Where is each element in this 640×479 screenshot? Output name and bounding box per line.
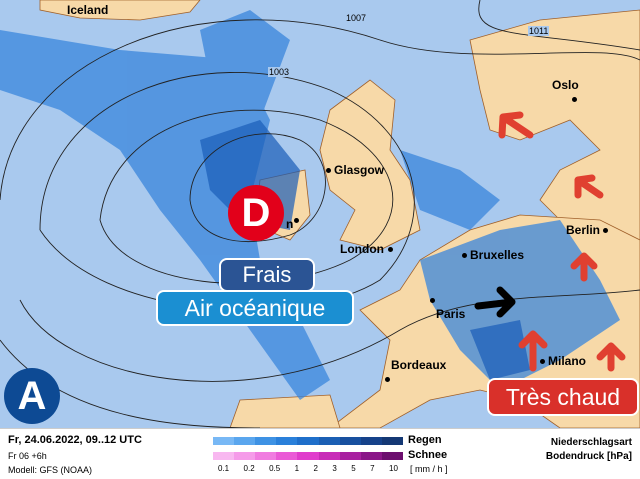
scale-swatch <box>255 437 277 445</box>
city-label: Bordeaux <box>385 358 446 386</box>
city-label: Milano <box>540 354 586 368</box>
low-pressure-marker: D <box>228 185 284 241</box>
high-pressure-marker: A <box>4 368 60 424</box>
badge-air-oceanique: Air océanique <box>156 290 354 326</box>
isobar <box>99 109 394 284</box>
city-label: Berlin <box>566 223 611 237</box>
land-iberia <box>229 394 341 428</box>
scale-swatch <box>339 437 361 445</box>
city-label: Glasgow <box>326 163 384 177</box>
unit-label: [ mm / h ] <box>410 464 448 474</box>
scale-swatch <box>276 437 298 445</box>
scale-swatch <box>276 452 298 460</box>
rain-label: Regen <box>408 434 442 446</box>
scale-swatch <box>381 437 403 445</box>
land-britain <box>319 79 421 251</box>
scale-swatch <box>297 452 319 460</box>
rain-europe <box>420 220 620 390</box>
city-label: n <box>286 217 294 231</box>
isobar-label: 1003 <box>268 67 291 77</box>
isobar <box>0 339 261 428</box>
model-name: Modell: GFS (NOAA) <box>8 465 93 475</box>
legend: Fr, 24.06.2022, 09..12 UTC Fr 06 +6h Mod… <box>0 428 640 479</box>
scale-ticks: 0.1 0.2 0.5 1 2 3 5 7 10 <box>218 464 398 473</box>
scale-tick: 3 <box>332 464 337 473</box>
scale-tick: 0.5 <box>269 464 281 473</box>
scale-tick: 7 <box>370 464 375 473</box>
isobar-label: 1011 <box>528 26 550 36</box>
scale-swatch <box>297 437 319 445</box>
scale-swatch <box>234 452 256 460</box>
scale-tick: 1 <box>294 464 300 473</box>
snow-label: Schnee <box>408 449 448 461</box>
city-label: Bruxelles <box>462 248 524 262</box>
forecast-date: Fr, 24.06.2022, 09..12 UTC <box>8 434 142 446</box>
scale-tick: 10 <box>389 464 398 473</box>
scale-swatch <box>381 452 403 460</box>
scale-tick: 2 <box>313 464 318 473</box>
scale-swatch <box>339 452 361 460</box>
city-label: Oslo <box>552 78 580 106</box>
scale-swatch <box>360 437 382 445</box>
scale-tick: 5 <box>351 464 356 473</box>
city-label <box>294 213 302 227</box>
badge-frais: Frais <box>219 258 315 292</box>
wind-arrows <box>474 111 626 372</box>
scale-tick: 0.2 <box>243 464 255 473</box>
scale-swatch <box>234 437 256 445</box>
scale-swatch <box>318 452 340 460</box>
city-label: Iceland <box>67 3 109 17</box>
scale-swatch <box>255 452 277 460</box>
weather-map: 1007 1003 1011 Iceland Oslo Glasgow Lond… <box>0 0 640 428</box>
scale-swatch <box>360 452 382 460</box>
pressure-label: Bodendruck [hPa] <box>545 451 632 462</box>
city-label: London <box>340 242 396 256</box>
city-label: Paris <box>430 293 465 321</box>
badge-tres-chaud: Très chaud <box>487 378 639 416</box>
scale-swatch <box>213 437 235 445</box>
rain-north <box>400 150 500 230</box>
land-iceland <box>39 0 201 21</box>
rain-band-2 <box>200 10 290 130</box>
scale-swatch <box>318 437 340 445</box>
rain-scale <box>213 437 403 445</box>
isobar <box>478 0 640 51</box>
isobar <box>0 19 640 201</box>
isobar-label: 1007 <box>345 13 368 23</box>
snow-scale <box>213 452 403 460</box>
scale-tick: 0.1 <box>218 464 230 473</box>
model-run: Fr 06 +6h <box>8 451 47 461</box>
type-label: Niederschlagsart <box>550 437 632 448</box>
isobar <box>189 133 326 242</box>
isobar <box>19 289 640 382</box>
scale-swatch <box>213 452 235 460</box>
